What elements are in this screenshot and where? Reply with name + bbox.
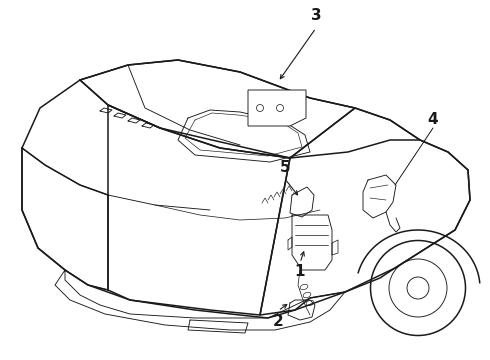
Text: 5: 5 [280,161,290,175]
Text: 2: 2 [272,315,283,329]
Text: 4: 4 [428,112,439,127]
Text: 3: 3 [311,9,321,23]
Text: 1: 1 [295,265,305,279]
Polygon shape [248,90,306,126]
